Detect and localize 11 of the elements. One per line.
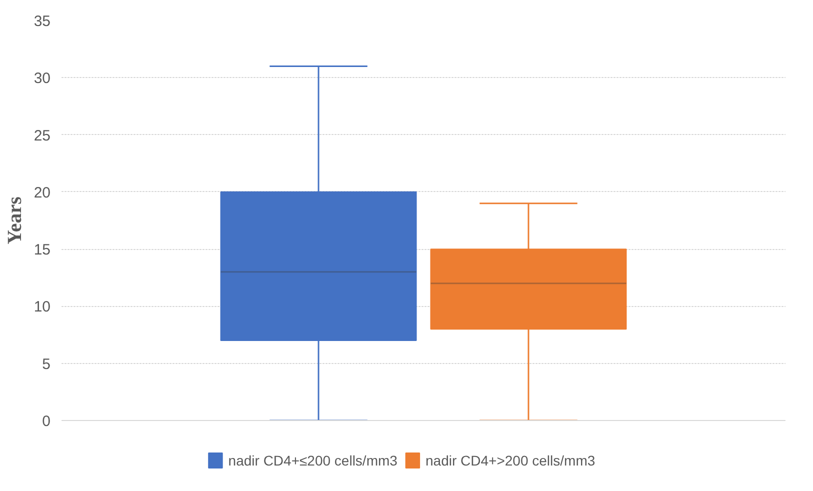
y-tick-label: 30 xyxy=(34,70,51,88)
legend-label: nadir CD4+>200 cells/mm3 xyxy=(426,452,596,468)
y-tick-label: 10 xyxy=(34,298,51,316)
y-tick-label: 5 xyxy=(42,356,50,373)
y-tick-label: 20 xyxy=(34,184,51,202)
y-tick-label: 25 xyxy=(34,127,51,144)
y-tick-label: 15 xyxy=(34,242,51,259)
legend-label: nadir CD4+≤200 cells/mm3 xyxy=(228,452,398,468)
y-axis-title: Years xyxy=(4,196,26,244)
y-tick-label: 35 xyxy=(34,13,51,30)
y-tick-label: 0 xyxy=(42,413,50,430)
